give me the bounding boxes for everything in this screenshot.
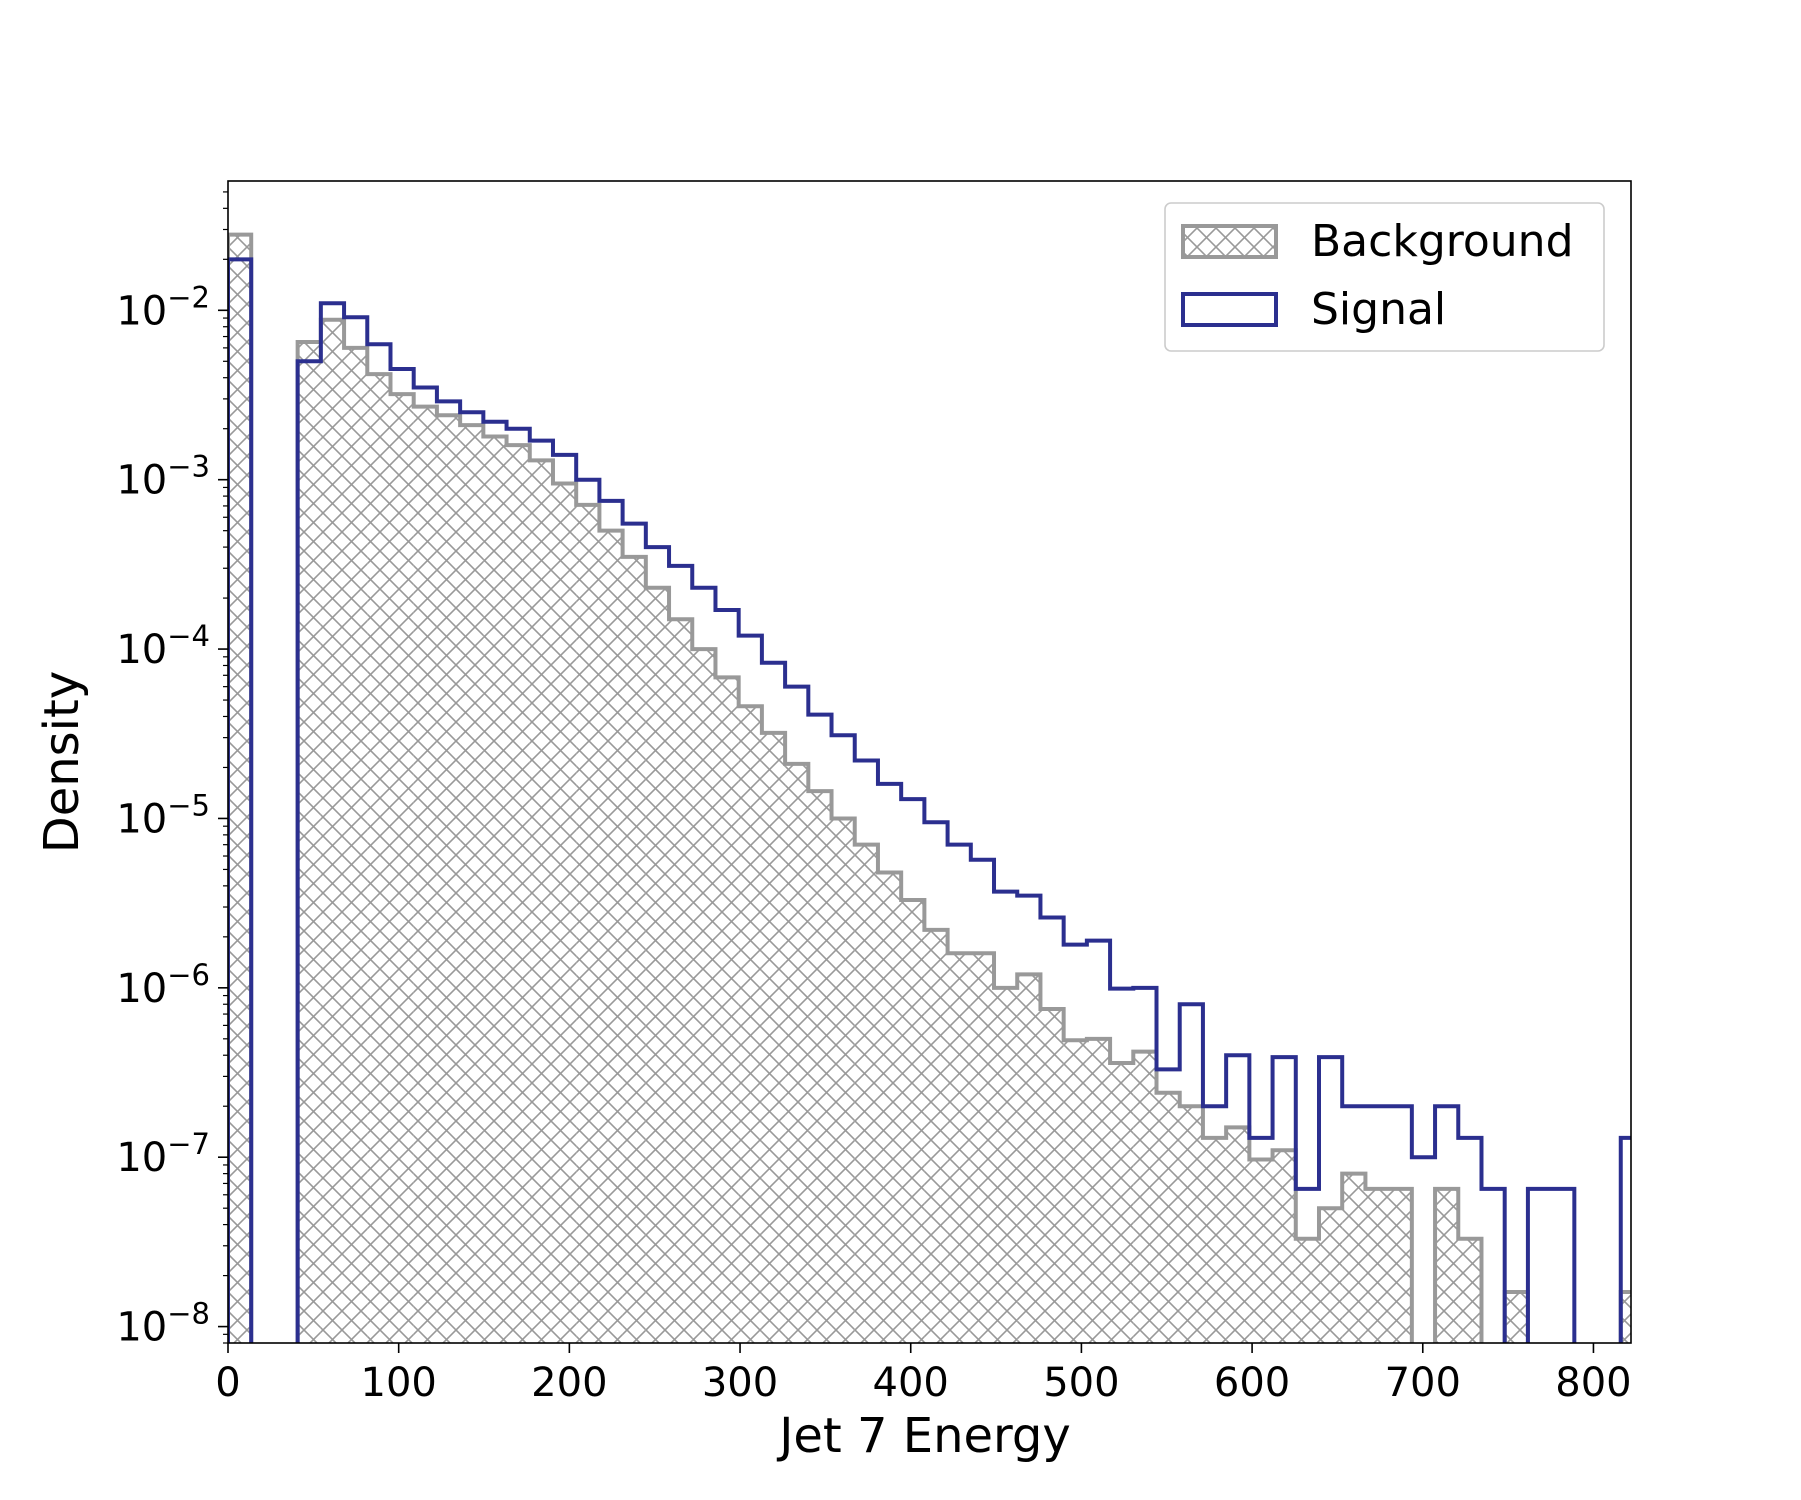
x-axis-ticks: 0 100 200 300 400 500 600 700 800 [215, 1343, 1632, 1406]
background-bar [1040, 1008, 1064, 1343]
background-bar [436, 415, 461, 1343]
background-bar [483, 436, 507, 1343]
x-tick-label: 0 [215, 1360, 240, 1406]
background-bar [367, 374, 391, 1343]
x-axis-label: Jet 7 Energy [776, 1408, 1071, 1464]
background-bar [1156, 1092, 1180, 1343]
background-bar [1226, 1127, 1250, 1343]
y-tick-label: 10−3 [116, 450, 210, 504]
background-bar [297, 341, 321, 1343]
background-bar [622, 556, 646, 1343]
background-bar [1295, 1238, 1319, 1343]
y-axis-label: Density [34, 671, 90, 853]
legend-swatch-background [1181, 224, 1278, 259]
background-bar [1342, 1173, 1366, 1343]
background-bar [808, 791, 832, 1343]
signal-series [228, 257, 1631, 1343]
background-bar [715, 677, 739, 1343]
y-tick-label: 10−6 [116, 958, 210, 1012]
background-bar [529, 460, 553, 1343]
background-bar [669, 619, 693, 1343]
background-bar [1017, 974, 1041, 1343]
y-tick-label: 10−8 [116, 1297, 210, 1351]
background-bar [1388, 1188, 1412, 1343]
x-tick-label: 200 [531, 1360, 607, 1406]
background-bar [738, 706, 762, 1343]
background-bar [1272, 1150, 1296, 1343]
background-bar [1133, 1051, 1157, 1343]
legend-label-signal: Signal [1311, 284, 1446, 335]
legend-label-background: Background [1311, 216, 1574, 267]
background-outline [228, 232, 1631, 1343]
y-axis-ticks: 10−8 10−7 10−6 10−5 10−4 10−3 10−2 [116, 191, 228, 1351]
legend-swatch-signal [1181, 292, 1278, 327]
background-bar [552, 483, 577, 1343]
background-bar [1435, 1188, 1459, 1343]
plot-frame [227, 180, 1632, 1344]
signal-outline [228, 257, 1631, 1343]
background-bar [1179, 1106, 1203, 1343]
background-bar [1110, 1062, 1134, 1343]
background-bar [344, 347, 368, 1343]
histogram-bars [228, 232, 1631, 1343]
y-tick-label: 10−5 [116, 788, 210, 842]
x-tick-label: 300 [702, 1360, 778, 1406]
y-tick-label: 10−2 [116, 280, 210, 334]
background-bar [1202, 1137, 1227, 1343]
background-bar [506, 445, 530, 1343]
y-tick-label: 10−4 [116, 619, 210, 673]
background-bar [1504, 1292, 1528, 1343]
background-bar [1318, 1208, 1343, 1343]
background-bar [599, 530, 623, 1343]
x-tick-label: 800 [1555, 1360, 1631, 1406]
background-bar [947, 953, 971, 1343]
background-bar [413, 406, 437, 1343]
x-tick-label: 600 [1214, 1360, 1290, 1406]
background-bar [877, 872, 902, 1343]
background-bar [970, 953, 995, 1343]
background-bar [645, 587, 670, 1343]
background-bar [228, 234, 252, 1343]
background-bar [924, 929, 948, 1343]
background-bar [1620, 1292, 1631, 1343]
background-bar [576, 504, 600, 1343]
background-bar [320, 319, 345, 1343]
background-bar [854, 844, 878, 1343]
background-bar [901, 900, 925, 1343]
background-bar [1249, 1159, 1273, 1343]
background-bar [994, 987, 1018, 1343]
background-bar [460, 425, 484, 1343]
background-bar [761, 732, 786, 1343]
x-tick-label: 500 [1043, 1360, 1119, 1406]
legend: Background Signal [1164, 202, 1605, 352]
x-tick-label: 700 [1385, 1360, 1461, 1406]
background-bar [785, 763, 809, 1343]
background-bar [390, 394, 414, 1343]
background-bar [831, 818, 855, 1343]
background-bar [692, 649, 716, 1343]
x-tick-label: 100 [361, 1360, 437, 1406]
background-bar [1458, 1238, 1482, 1343]
y-tick-label: 10−7 [116, 1127, 210, 1181]
background-bar [1365, 1188, 1389, 1343]
x-tick-label: 400 [873, 1360, 949, 1406]
background-bar [1086, 1038, 1111, 1343]
background-bar [1063, 1040, 1087, 1343]
